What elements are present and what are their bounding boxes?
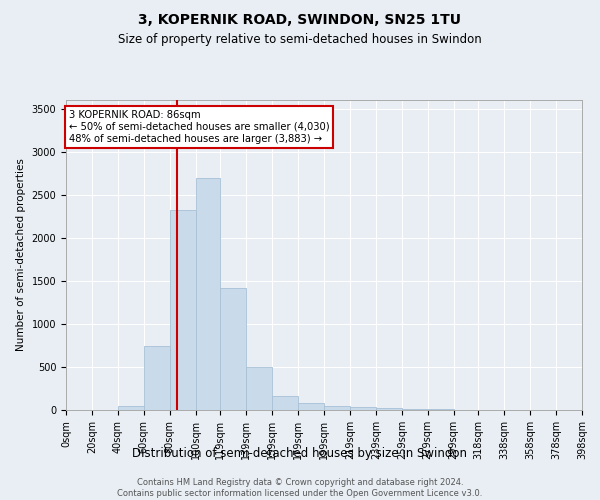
Text: Size of property relative to semi-detached houses in Swindon: Size of property relative to semi-detach… (118, 32, 482, 46)
Bar (170, 210, 196, 410)
Y-axis label: Number of semi-detached properties: Number of semi-detached properties (16, 158, 26, 352)
Bar (324, 406, 350, 410)
Text: Contains HM Land Registry data © Crown copyright and database right 2024.
Contai: Contains HM Land Registry data © Crown c… (118, 478, 482, 498)
Bar (350, 408, 376, 410)
Bar (144, 346, 170, 410)
Bar (376, 408, 402, 410)
Bar (428, 409, 454, 410)
Bar (298, 403, 324, 410)
Text: 3 KOPERNIK ROAD: 86sqm
← 50% of semi-detached houses are smaller (4,030)
48% of : 3 KOPERNIK ROAD: 86sqm ← 50% of semi-det… (68, 110, 329, 144)
Bar (272, 396, 298, 410)
Bar (118, 406, 144, 410)
Text: 3, KOPERNIK ROAD, SWINDON, SN25 1TU: 3, KOPERNIK ROAD, SWINDON, SN25 1TU (139, 12, 461, 26)
Bar (402, 408, 428, 410)
Bar (196, 178, 220, 410)
Text: Distribution of semi-detached houses by size in Swindon: Distribution of semi-detached houses by … (133, 448, 467, 460)
Bar (246, 367, 272, 410)
Bar (220, 288, 246, 410)
